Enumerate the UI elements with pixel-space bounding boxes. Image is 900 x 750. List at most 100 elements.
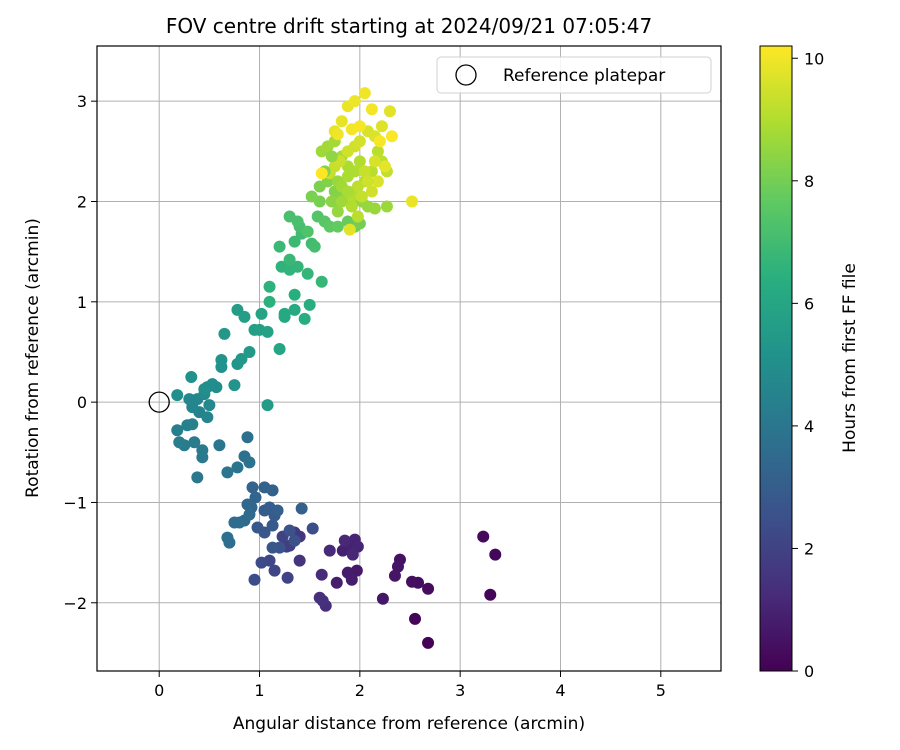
data-point xyxy=(315,167,328,180)
data-point xyxy=(273,342,286,355)
data-point xyxy=(188,436,201,449)
data-point xyxy=(315,568,328,581)
data-point xyxy=(345,573,358,586)
data-point xyxy=(213,439,226,452)
data-point xyxy=(246,481,259,494)
x-tick-label: 5 xyxy=(656,681,666,700)
data-point xyxy=(243,508,256,521)
data-point xyxy=(243,456,256,469)
data-point xyxy=(283,253,296,266)
data-point xyxy=(243,345,256,358)
x-axis-label: Angular distance from reference (arcmin) xyxy=(233,714,585,734)
data-point xyxy=(251,521,264,534)
data-point xyxy=(358,87,371,100)
data-point xyxy=(330,576,343,589)
legend-marker xyxy=(455,64,477,86)
y-tick-label: 1 xyxy=(77,293,87,312)
data-point xyxy=(353,155,366,168)
data-point xyxy=(273,240,286,253)
data-point xyxy=(288,288,301,301)
data-point xyxy=(355,190,368,203)
colorbar-ticks: 0 2 4 6 8 10 xyxy=(792,49,824,681)
data-point xyxy=(368,155,381,168)
data-point xyxy=(173,436,186,449)
data-point xyxy=(422,582,435,595)
data-point xyxy=(288,534,301,547)
data-point xyxy=(249,491,262,504)
colorbar-gradient xyxy=(759,45,793,672)
y-tick-label: −1 xyxy=(63,493,87,512)
data-point xyxy=(368,202,381,215)
data-point xyxy=(266,519,279,532)
data-point xyxy=(185,371,198,384)
x-tick-label: 4 xyxy=(555,681,565,700)
x-tick-label: 2 xyxy=(355,681,365,700)
data-point xyxy=(261,325,274,338)
data-point xyxy=(325,150,338,163)
data-point xyxy=(291,215,304,228)
data-point xyxy=(241,498,254,511)
data-point xyxy=(380,200,393,213)
data-point xyxy=(385,130,398,143)
chart-title: FOV centre drift starting at 2024/09/21 … xyxy=(166,14,652,38)
data-point xyxy=(261,399,274,412)
data-point xyxy=(268,564,281,577)
data-point xyxy=(278,307,291,320)
data-point xyxy=(373,135,386,148)
y-tick-label: −2 xyxy=(63,594,87,613)
plot-frame xyxy=(96,45,722,672)
data-point xyxy=(346,548,359,561)
data-point xyxy=(235,353,248,366)
data-points xyxy=(171,87,502,649)
data-point xyxy=(218,327,231,340)
x-axis-ticks: 0 1 2 3 4 5 xyxy=(154,671,666,700)
data-point xyxy=(358,165,371,178)
data-point xyxy=(295,502,308,515)
data-point xyxy=(255,556,268,569)
data-point xyxy=(484,588,497,601)
data-point xyxy=(351,210,364,223)
x-tick-label: 1 xyxy=(254,681,264,700)
data-point xyxy=(198,383,211,396)
data-point xyxy=(335,195,348,208)
data-point xyxy=(331,128,344,141)
data-point xyxy=(365,185,378,198)
data-point xyxy=(331,205,344,218)
colorbar-tick-label: 8 xyxy=(804,172,814,191)
colorbar-tick-label: 6 xyxy=(804,294,814,313)
data-point xyxy=(196,444,209,457)
data-point xyxy=(308,240,321,253)
data-point xyxy=(298,312,311,325)
data-point xyxy=(361,175,374,188)
data-point xyxy=(258,481,271,494)
data-point xyxy=(271,504,284,517)
data-point xyxy=(323,544,336,557)
colorbar-label: Hours from first FF file xyxy=(840,263,860,453)
colorbar-tick-label: 10 xyxy=(804,49,824,68)
data-point xyxy=(348,95,361,108)
data-point xyxy=(228,516,241,529)
data-point xyxy=(406,575,419,588)
x-tick-label: 0 xyxy=(154,681,164,700)
data-point xyxy=(221,466,234,479)
data-point xyxy=(266,541,279,554)
data-point xyxy=(283,524,296,537)
data-point xyxy=(303,298,316,311)
data-point xyxy=(186,418,199,431)
x-tick-label: 3 xyxy=(455,681,465,700)
data-point xyxy=(477,530,490,543)
data-point xyxy=(365,103,378,116)
y-tick-label: 3 xyxy=(77,92,87,111)
reference-marker xyxy=(148,391,170,413)
y-axis-ticks: −2 −1 0 1 2 3 xyxy=(63,92,97,613)
data-point xyxy=(371,145,384,158)
data-point xyxy=(383,105,396,118)
data-point xyxy=(325,195,338,208)
legend: Reference platepar xyxy=(436,56,712,94)
data-point xyxy=(263,295,276,308)
data-point xyxy=(335,115,348,128)
data-point xyxy=(345,200,358,213)
data-point xyxy=(191,471,204,484)
data-point xyxy=(255,307,268,320)
